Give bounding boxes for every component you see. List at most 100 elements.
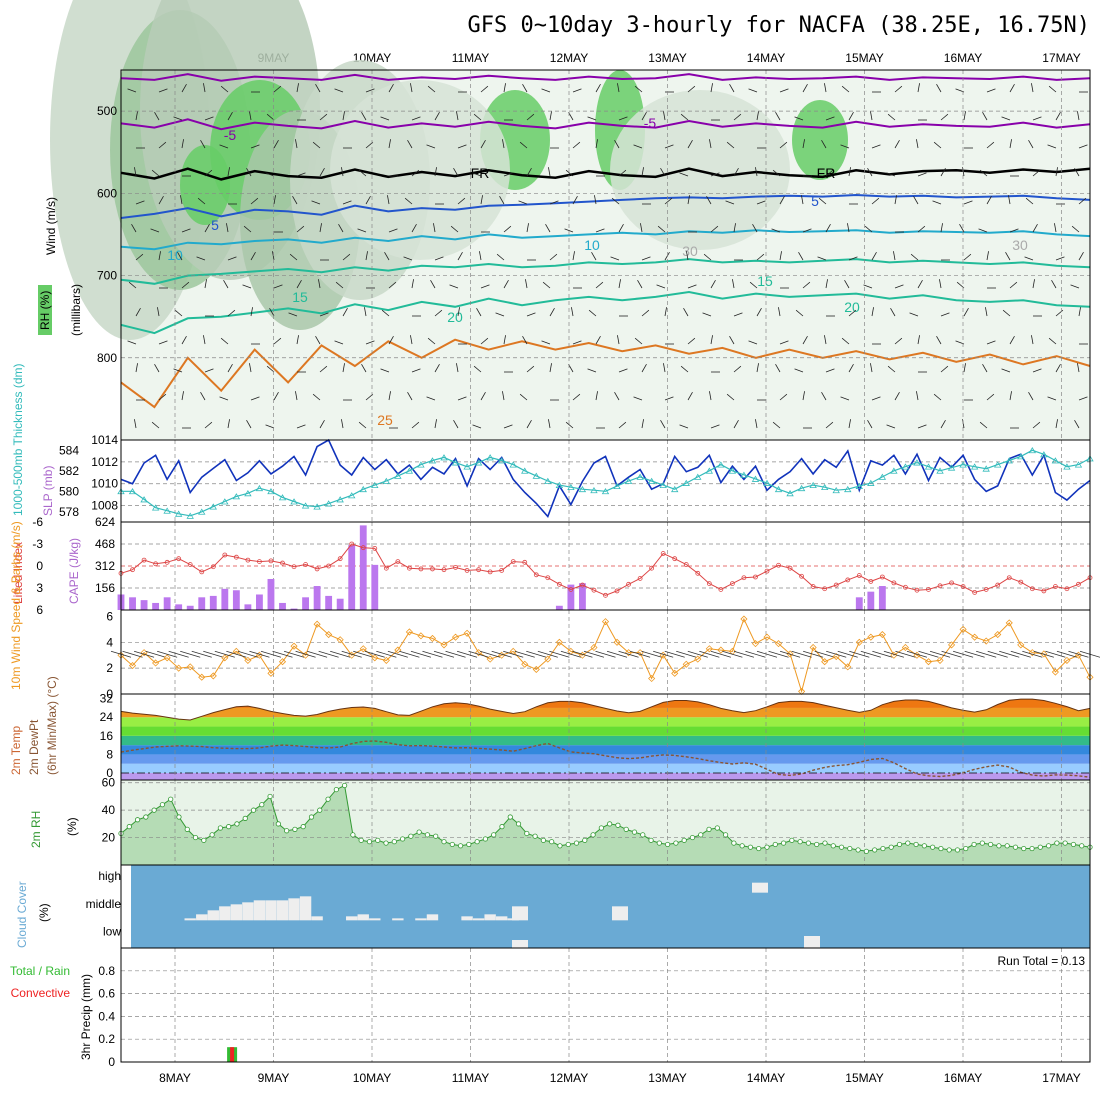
temp-band xyxy=(121,726,1090,736)
thickness-marker xyxy=(359,485,367,493)
wind-barb xyxy=(289,253,298,261)
wind-barb xyxy=(403,256,413,261)
li-marker xyxy=(337,556,343,562)
wind-barb xyxy=(936,84,942,93)
wind-barb xyxy=(587,368,597,373)
wind-speed-marker xyxy=(394,646,402,654)
wind-barb xyxy=(778,307,781,317)
rh-marker xyxy=(226,824,232,830)
rh-marker xyxy=(830,843,836,849)
wind-barb xyxy=(629,650,651,658)
thickness-marker xyxy=(128,487,137,495)
wind-barb xyxy=(703,253,712,261)
wind-barb xyxy=(940,420,946,429)
isotherm-line xyxy=(120,338,1091,409)
wind-speed-marker xyxy=(163,654,171,662)
wind-barb xyxy=(457,144,467,149)
slp-line xyxy=(120,438,1091,519)
wind-barb xyxy=(710,225,719,233)
rh-marker xyxy=(731,840,737,846)
thickness-marker xyxy=(348,492,356,499)
precip-tick: 0.4 xyxy=(98,1009,115,1023)
wind-barb xyxy=(227,364,233,373)
wind-barb xyxy=(1078,307,1081,317)
wind-barb xyxy=(687,140,693,149)
wind-barb xyxy=(491,650,512,658)
wind-barb xyxy=(1005,252,1011,261)
wind-barb xyxy=(227,256,237,261)
wind-barb xyxy=(664,197,673,205)
rh-marker xyxy=(383,840,389,846)
wind-barb xyxy=(480,140,486,149)
wind-speed-marker xyxy=(994,630,1002,639)
cloud-bar-middle xyxy=(311,916,323,921)
thickness-marker xyxy=(267,487,275,495)
wind-barb xyxy=(802,336,808,345)
li-marker xyxy=(187,562,193,567)
wind-barb xyxy=(174,309,183,317)
li-marker xyxy=(291,564,297,570)
cloud-bar xyxy=(512,940,528,948)
ylabel-thickness: 1000-500mb Thickness (dm) xyxy=(11,363,25,516)
wind-barb xyxy=(399,650,420,658)
wind-barb xyxy=(361,364,367,373)
ylabel-rh2m: 2m RH xyxy=(29,811,43,848)
wind-barb xyxy=(1032,224,1038,233)
rh-marker xyxy=(1062,840,1068,846)
wind-barb xyxy=(514,650,535,658)
cape-bar xyxy=(348,545,356,610)
rh-marker xyxy=(590,832,596,838)
wind-barb xyxy=(265,172,275,177)
wind-barb xyxy=(1009,391,1012,401)
wind-barb xyxy=(387,195,390,205)
wind-barb xyxy=(319,168,325,177)
wind-barb xyxy=(273,140,279,149)
isotherm-line xyxy=(120,193,1091,219)
wind-barb xyxy=(549,200,559,205)
wind-barb xyxy=(653,650,674,658)
thickness-marker xyxy=(532,472,540,479)
li-marker xyxy=(153,561,159,567)
rh-marker xyxy=(673,840,679,846)
wind-barb xyxy=(1048,85,1057,93)
temp-tick: 16 xyxy=(100,729,114,743)
rh-tick: 20 xyxy=(102,831,116,845)
wind-barb xyxy=(663,363,666,373)
rh-marker xyxy=(607,821,613,827)
rh-marker xyxy=(284,828,290,834)
thickness-marker xyxy=(313,503,321,510)
wind-barb xyxy=(939,279,942,289)
cloud-bar-middle xyxy=(288,898,300,921)
wind-barb xyxy=(472,424,482,429)
wind-barb xyxy=(641,364,647,373)
wind-speed-marker xyxy=(948,641,956,649)
wind-barb xyxy=(840,144,850,149)
wind-barb xyxy=(1028,140,1034,149)
wind-barb xyxy=(709,391,712,401)
wind-barb xyxy=(588,309,597,317)
wind-barb xyxy=(315,84,321,93)
wind-barb xyxy=(640,223,643,233)
li-marker xyxy=(764,568,770,574)
wind-barb xyxy=(940,223,943,233)
wind-speed-marker xyxy=(855,638,863,646)
wind-speed-marker xyxy=(1005,619,1013,627)
wind-barb xyxy=(687,195,690,205)
wind-barb xyxy=(825,169,834,177)
wind-barb xyxy=(572,251,575,261)
ylabel-precip: 3hr Precip (mm) xyxy=(79,974,93,1060)
rh-marker xyxy=(151,807,157,813)
wind-barb xyxy=(848,419,851,429)
wind-barb xyxy=(894,337,903,345)
wind-barb xyxy=(637,280,643,289)
wind-barb xyxy=(1070,284,1080,289)
thickness-marker xyxy=(1063,463,1071,470)
wind-barb xyxy=(733,650,755,658)
wind-speed-marker xyxy=(498,651,506,659)
cape-tick: 468 xyxy=(95,537,115,551)
wind-barb xyxy=(976,650,997,658)
cape-bar xyxy=(279,602,286,610)
wind-barb xyxy=(560,650,582,658)
wind-barb xyxy=(617,83,620,93)
wind-barb xyxy=(151,169,160,177)
